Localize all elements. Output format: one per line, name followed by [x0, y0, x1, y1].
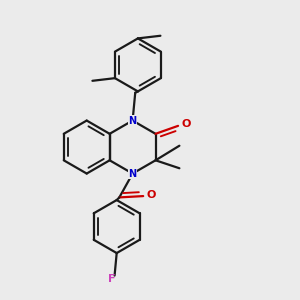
Text: F: F — [109, 274, 116, 284]
Text: N: N — [128, 169, 137, 178]
Text: O: O — [147, 190, 156, 200]
Text: O: O — [182, 119, 191, 129]
Text: N: N — [128, 116, 137, 126]
